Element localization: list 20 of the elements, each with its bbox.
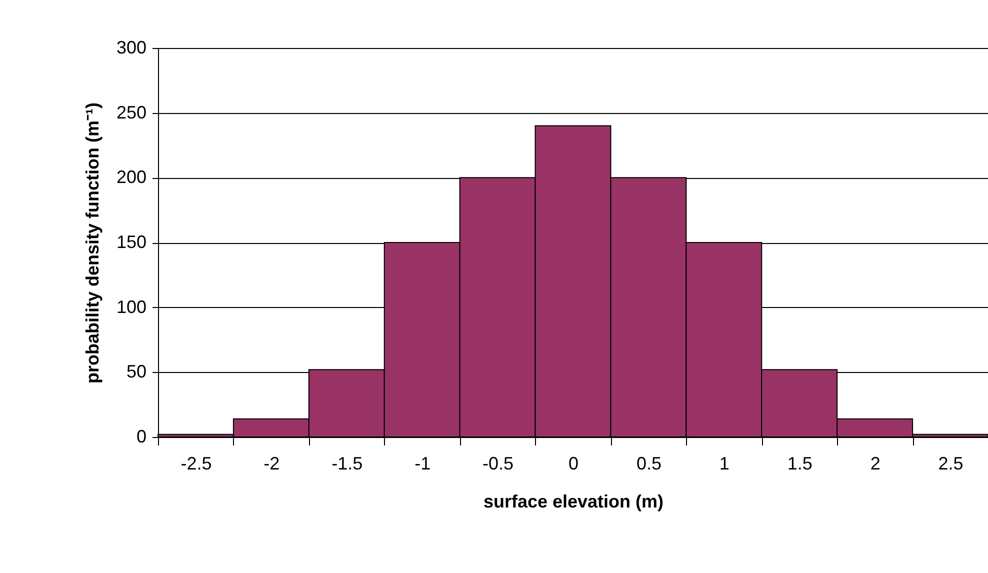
x-tick-label: -1.5 bbox=[332, 454, 363, 474]
y-tick-label: 50 bbox=[126, 362, 146, 382]
x-axis-title: surface elevation (m) bbox=[483, 492, 664, 512]
y-axis-title: probability density function (m⁻¹) bbox=[82, 102, 102, 384]
y-tick-label: 200 bbox=[116, 167, 146, 188]
x-tick-label: -1 bbox=[414, 454, 431, 474]
x-tick-label: 0.5 bbox=[636, 454, 662, 474]
x-tick-label: 1.5 bbox=[787, 454, 812, 474]
y-tick-label: 150 bbox=[116, 232, 146, 252]
y-tick-label: 100 bbox=[116, 296, 146, 317]
x-tick-label: -2 bbox=[264, 454, 280, 474]
x-tick-label: 0 bbox=[568, 454, 579, 474]
y-tick-label: 0 bbox=[136, 426, 146, 446]
x-tick-label: -0.5 bbox=[482, 454, 514, 474]
x-tick-label: -2.5 bbox=[180, 454, 212, 474]
y-tick-label: 300 bbox=[116, 38, 146, 58]
x-tick-label: 1 bbox=[719, 454, 730, 474]
x-tick-label: 2.5 bbox=[938, 454, 964, 474]
y-tick-label: 250 bbox=[116, 102, 146, 122]
x-tick-label: 2 bbox=[870, 454, 880, 474]
